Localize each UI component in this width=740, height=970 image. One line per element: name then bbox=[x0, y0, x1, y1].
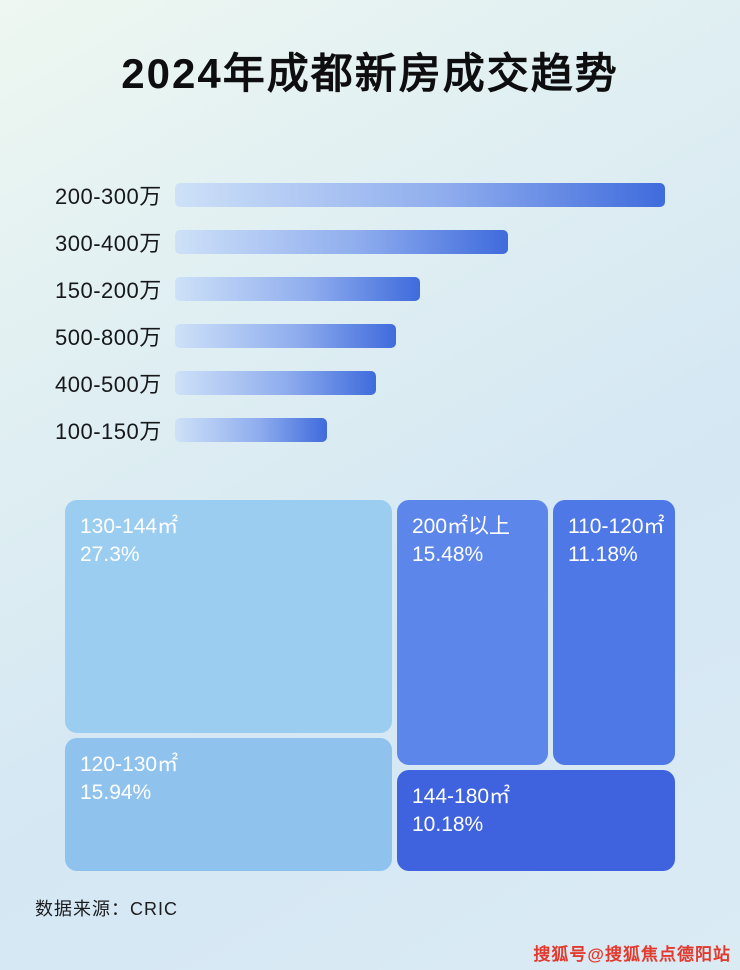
bar-category-label: 300-400万 bbox=[55, 230, 162, 256]
treemap-block-130-144: 130-144㎡ 27.3% bbox=[65, 500, 392, 733]
bar-track bbox=[175, 323, 665, 348]
bar-row: 500-800万 bbox=[55, 312, 740, 359]
block-percent: 15.94% bbox=[80, 781, 152, 805]
area-share-treemap: 130-144㎡ 27.3% 200㎡以上 15.48% 110-120㎡ 11… bbox=[65, 500, 675, 871]
treemap-block-120-130: 120-130㎡ 15.94% bbox=[65, 738, 392, 871]
bar-category-label: 500-800万 bbox=[55, 324, 162, 350]
block-percent: 11.18% bbox=[568, 543, 638, 567]
bar-track bbox=[175, 182, 665, 207]
treemap-block-110-120: 110-120㎡ 11.18% bbox=[553, 500, 675, 765]
bar-row: 100-150万 bbox=[55, 406, 740, 453]
bar-row: 400-500万 bbox=[55, 359, 740, 406]
block-label: 144-180㎡ bbox=[412, 785, 511, 808]
bar-track bbox=[175, 229, 665, 254]
page-title: 2024年成都新房成交趋势 bbox=[121, 50, 619, 97]
block-label: 110-120㎡ bbox=[568, 515, 665, 538]
data-source-note: 数据来源：CRIC bbox=[35, 899, 178, 919]
treemap-block-144-180: 144-180㎡ 10.18% bbox=[397, 770, 675, 871]
bar-400-500 bbox=[175, 370, 376, 395]
block-label: 130-144㎡ bbox=[80, 515, 179, 538]
bar-track bbox=[175, 276, 665, 301]
block-label: 120-130㎡ bbox=[80, 753, 179, 776]
bar-row: 300-400万 bbox=[55, 218, 740, 265]
bar-category-label: 100-150万 bbox=[55, 418, 162, 444]
bar-category-label: 150-200万 bbox=[55, 277, 162, 303]
block-label: 200㎡以上 bbox=[412, 515, 511, 538]
bar-row: 200-300万 bbox=[55, 171, 740, 218]
watermark-text: 搜狐号@搜狐焦点德阳站 bbox=[533, 945, 731, 964]
bar-100-150 bbox=[175, 417, 327, 442]
bar-200-300 bbox=[175, 182, 665, 207]
block-percent: 10.18% bbox=[412, 813, 484, 837]
bar-category-label: 200-300万 bbox=[55, 183, 162, 209]
treemap-block-200-plus: 200㎡以上 15.48% bbox=[397, 500, 548, 765]
bar-category-label: 400-500万 bbox=[55, 371, 162, 397]
bar-row: 150-200万 bbox=[55, 265, 740, 312]
bar-300-400 bbox=[175, 229, 509, 254]
price-band-bar-chart: 200-300万 300-400万 150-200万 500-800万 400- bbox=[0, 171, 740, 453]
block-percent: 27.3% bbox=[80, 543, 140, 567]
bar-500-800 bbox=[175, 323, 396, 348]
bar-track bbox=[175, 370, 665, 395]
block-percent: 15.48% bbox=[412, 543, 484, 567]
bar-150-200 bbox=[175, 276, 420, 301]
bar-track bbox=[175, 417, 665, 442]
